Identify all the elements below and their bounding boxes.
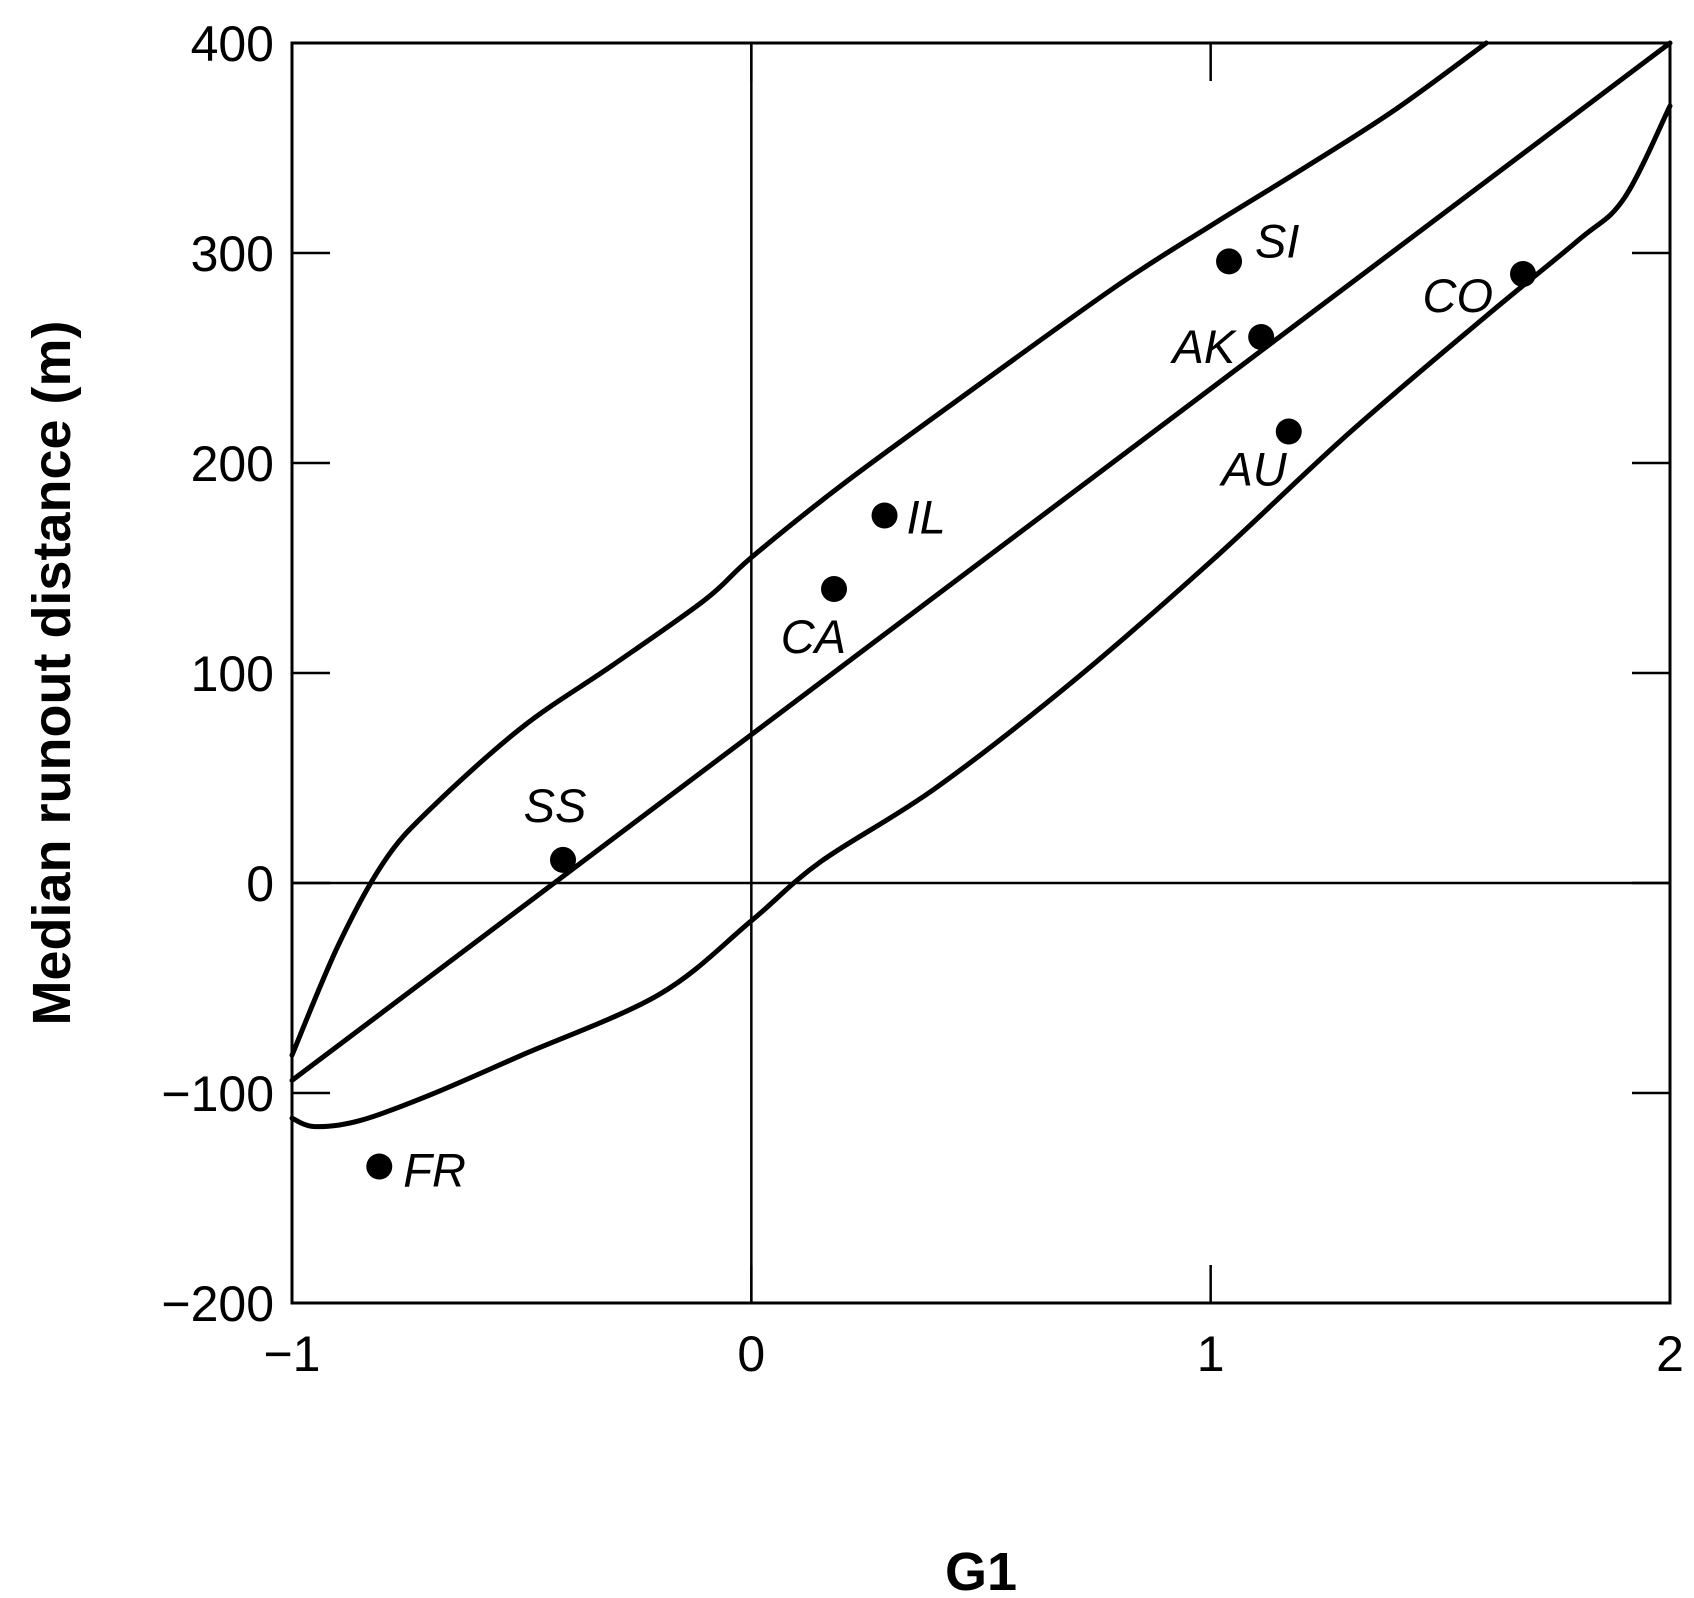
- lower-bound-curve: [289, 103, 1673, 1130]
- y-axis-title: Median runout distance (m): [22, 320, 82, 1025]
- data-label-au: AU: [1218, 443, 1287, 496]
- x-tick-label: −1: [263, 1326, 320, 1382]
- y-tick-label: −200: [161, 1276, 274, 1332]
- x-tick-label: 2: [1656, 1326, 1684, 1382]
- curves: [289, 40, 1673, 1130]
- x-tick-label: 1: [1197, 1326, 1225, 1382]
- data-point-ca: [821, 576, 848, 602]
- y-tick-label: 200: [191, 436, 274, 492]
- data-point-fr: [366, 1153, 393, 1180]
- x-tick-label: 0: [737, 1326, 765, 1382]
- data-label-ca: CA: [781, 610, 846, 663]
- ticks: [290, 41, 1672, 1305]
- y-tick-label: 100: [191, 646, 274, 702]
- data-point-ak: [1248, 324, 1275, 350]
- data-label-fr: FR: [403, 1144, 466, 1197]
- y-tick-label: 400: [191, 16, 274, 72]
- data-label-il: IL: [907, 491, 946, 544]
- y-tick-label: −100: [161, 1066, 274, 1122]
- data-point-au: [1275, 418, 1302, 445]
- regression-line: [289, 40, 1673, 1083]
- y-tick-label: 300: [191, 226, 274, 282]
- data-label-co: CO: [1423, 269, 1494, 322]
- data-point-co: [1510, 261, 1537, 287]
- data-label-ss: SS: [524, 779, 587, 832]
- data-label-si: SI: [1255, 214, 1299, 267]
- upper-bound-curve: [289, 40, 1489, 1058]
- data-point-ss: [550, 846, 577, 873]
- data-point-il: [871, 502, 898, 529]
- data-points: SI CO AK AU IL CA SS FR: [366, 214, 1537, 1197]
- plot-frame: [290, 41, 1672, 1305]
- data-label-ak: AK: [1169, 320, 1237, 373]
- tick-labels: −1 0 1 2 −200 −100 0 100 200 300 400: [161, 16, 1684, 1382]
- x-axis-title: G1: [945, 1542, 1017, 1598]
- y-tick-label: 0: [246, 856, 274, 912]
- data-point-si: [1216, 248, 1243, 275]
- zero-lines: [292, 43, 1670, 1303]
